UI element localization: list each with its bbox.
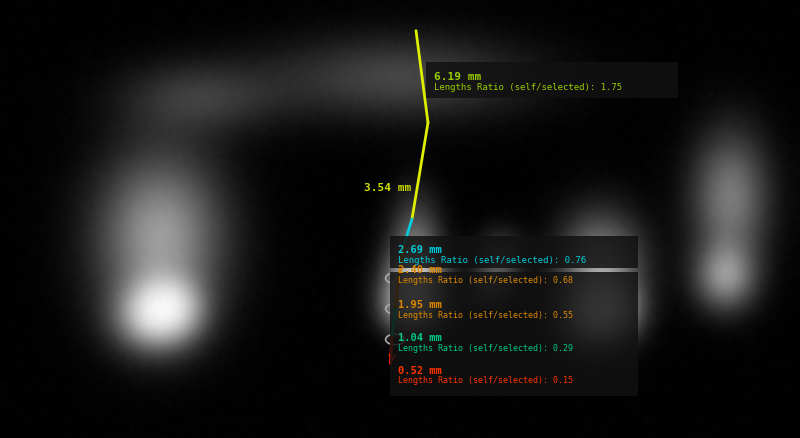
FancyBboxPatch shape	[390, 272, 638, 396]
Text: Lengths Ratio (self/selected): 0.15: Lengths Ratio (self/selected): 0.15	[398, 376, 574, 385]
Text: 6.19 mm: 6.19 mm	[434, 72, 482, 82]
Text: Lengths Ratio (self/selected): 1.75: Lengths Ratio (self/selected): 1.75	[434, 83, 622, 92]
Text: 2.40 mm: 2.40 mm	[398, 265, 442, 275]
Text: 0.52 mm: 0.52 mm	[398, 366, 442, 376]
Text: 2.69 mm: 2.69 mm	[398, 245, 442, 255]
FancyBboxPatch shape	[390, 236, 638, 268]
Text: 1.95 mm: 1.95 mm	[398, 300, 442, 310]
Text: 1.04 mm: 1.04 mm	[398, 333, 442, 343]
Text: Lengths Ratio (self/selected): 0.68: Lengths Ratio (self/selected): 0.68	[398, 276, 574, 285]
Text: Lengths Ratio (self/selected): 0.76: Lengths Ratio (self/selected): 0.76	[398, 256, 586, 265]
Text: Lengths Ratio (self/selected): 0.55: Lengths Ratio (self/selected): 0.55	[398, 311, 574, 320]
Text: Lengths Ratio (self/selected): 0.29: Lengths Ratio (self/selected): 0.29	[398, 343, 574, 353]
FancyBboxPatch shape	[426, 62, 678, 98]
Text: 3.54 mm: 3.54 mm	[364, 183, 411, 193]
